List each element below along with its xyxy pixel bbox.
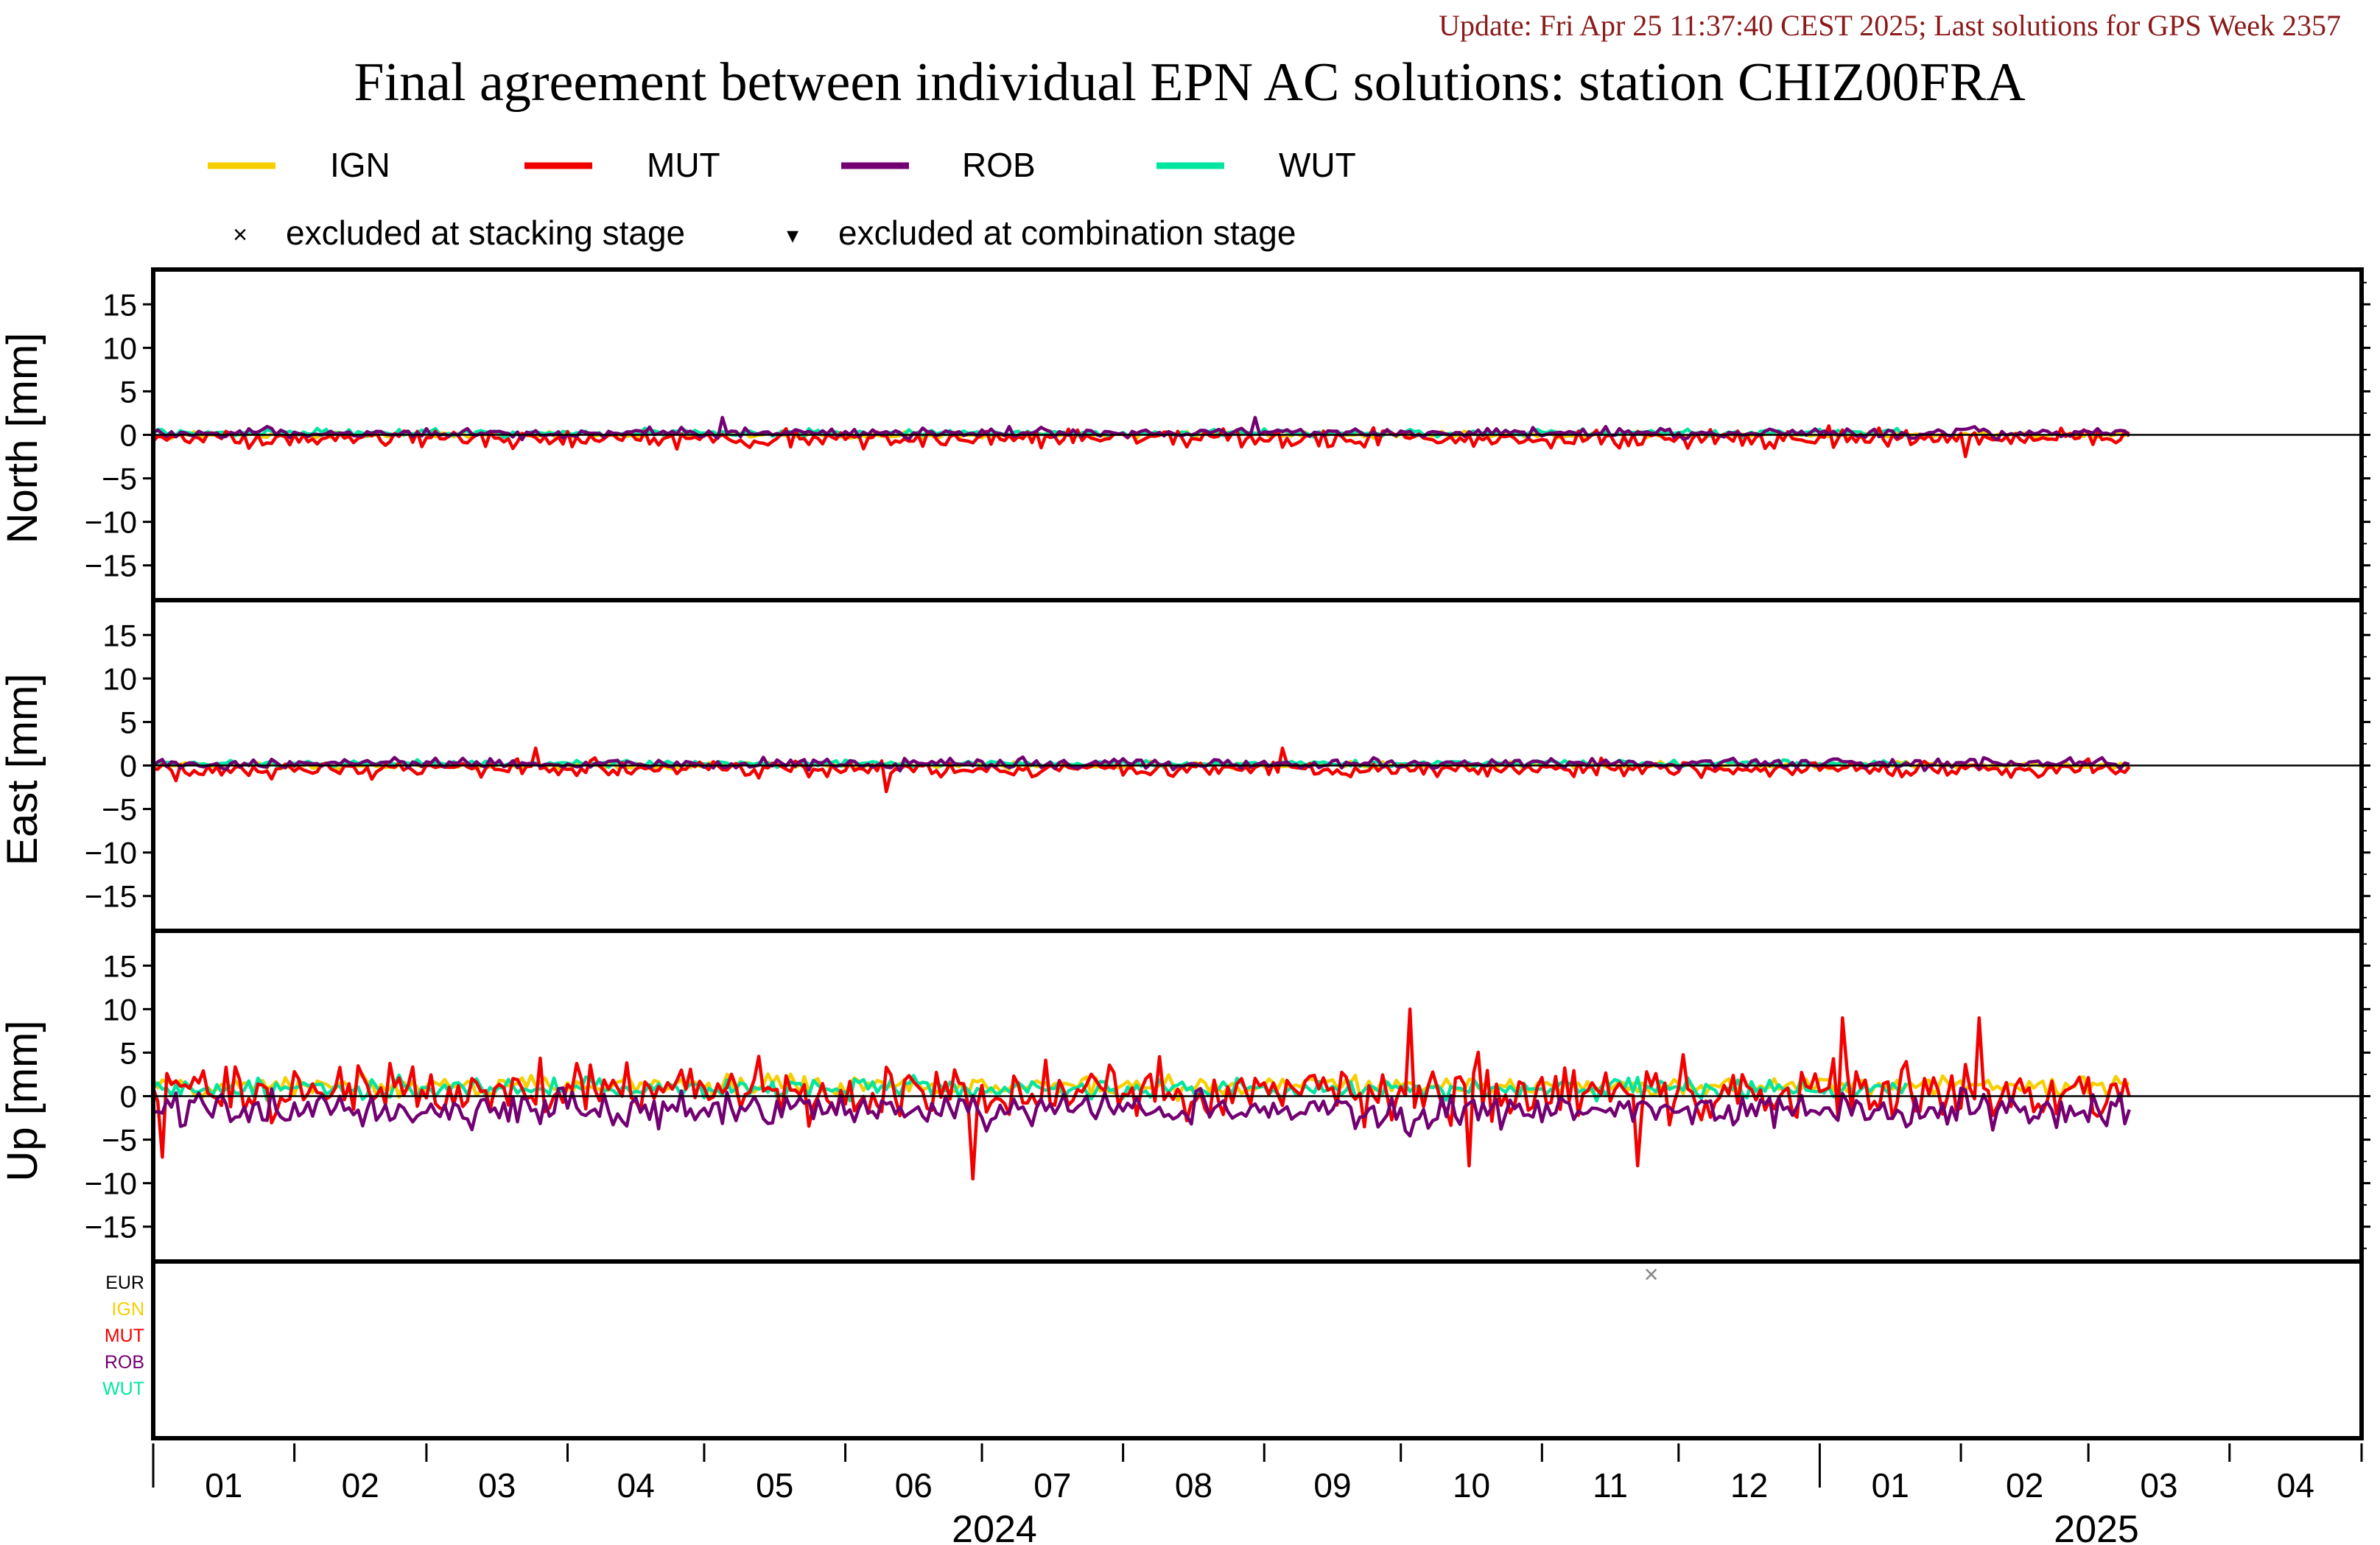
month-label: 04 (617, 1466, 655, 1504)
north-y-tick-label: −15 (85, 549, 137, 583)
north-y-tick-label: 15 (102, 287, 137, 322)
stacking-marker-icon: × (233, 221, 248, 249)
legend-label-rob: ROB (962, 146, 1036, 184)
north-y-tick-label: 5 (120, 374, 137, 409)
north-axis-label: North [mm] (0, 333, 46, 544)
month-label: 05 (756, 1466, 793, 1504)
up-y-tick-label: −10 (85, 1166, 137, 1201)
legend-label-wut: WUT (1279, 146, 1356, 184)
up-series-rob (152, 1086, 2131, 1138)
north-y-tick-label: −10 (85, 505, 137, 540)
month-label: 02 (2006, 1466, 2043, 1504)
month-label: 04 (2277, 1466, 2314, 1504)
east-y-tick-label: −10 (85, 836, 137, 870)
up-y-tick-label: −15 (85, 1210, 137, 1245)
north-panel: North [mm] 15 10 5 0 −5 −10 −15 (0, 267, 2370, 602)
north-y-tick-label: 10 (102, 331, 137, 365)
year-label-2024: 2024 (952, 1508, 1037, 1545)
month-label: 07 (1033, 1466, 1071, 1504)
update-text: Update: Fri Apr 25 11:37:40 CEST 2025; L… (1439, 9, 2341, 42)
up-series-mut (151, 1007, 2131, 1181)
east-axis-label: East [mm] (0, 673, 46, 865)
east-y-tick-label: −5 (102, 792, 137, 827)
month-label: 03 (478, 1466, 516, 1504)
east-series-mut (152, 746, 2131, 794)
exclusion-label-ign: IGN (112, 1299, 144, 1320)
east-y-tick-label: 0 (120, 749, 137, 784)
north-series-rob (152, 415, 2131, 442)
east-y-tick-label: −15 (85, 879, 137, 914)
combination-marker-icon: ▾ (787, 222, 798, 248)
east-y-tick-label: 10 (102, 661, 137, 696)
excluded-mark-icon: × (1644, 1261, 1659, 1289)
legend-label-mut: MUT (647, 146, 720, 184)
month-label: 01 (205, 1466, 242, 1504)
east-panel: East [mm] 15 10 5 0 −5 −10 −15 (0, 598, 2370, 933)
month-label: 09 (1313, 1466, 1351, 1504)
month-label: 06 (895, 1466, 933, 1504)
chart-title: Final agreement between individual EPN A… (354, 52, 2025, 113)
up-y-tick-label: 15 (102, 949, 137, 983)
up-y-tick-label: 0 (120, 1080, 137, 1114)
up-axis-label: Up [mm] (0, 1020, 46, 1181)
month-label: 03 (2140, 1466, 2177, 1504)
up-panel: Up [mm] 15 10 5 0 −5 −10 −15 (0, 929, 2370, 1264)
exclusion-label-mut: MUT (105, 1326, 144, 1346)
stacking-marker-label: excluded at stacking stage (286, 214, 685, 252)
north-series-mut (152, 424, 2130, 459)
up-y-tick-label: 10 (102, 992, 137, 1027)
month-label: 01 (1872, 1466, 1909, 1504)
exclusion-frame (151, 1259, 2364, 1440)
north-y-tick-label: 0 (120, 418, 137, 453)
month-label: 11 (1593, 1466, 1628, 1504)
exclusion-label-rob: ROB (105, 1352, 144, 1373)
month-label: 02 (342, 1466, 379, 1504)
month-label: 10 (1453, 1466, 1490, 1504)
month-label: 08 (1175, 1466, 1212, 1504)
north-y-tick-label: −5 (102, 462, 137, 496)
east-y-tick-label: 5 (120, 705, 137, 739)
combination-marker-label: excluded at combination stage (838, 214, 1296, 252)
legend: IGN MUT ROB WUT × excluded at stacking s… (208, 146, 1356, 252)
year-label-2025: 2025 (2054, 1508, 2139, 1545)
east-y-tick-label: 15 (102, 618, 137, 652)
exclusion-panel: EUR IGN MUT ROB WUT × (102, 1259, 2364, 1440)
exclusion-label-wut: WUT (102, 1379, 144, 1399)
up-y-tick-label: −5 (102, 1123, 137, 1158)
up-y-tick-label: 5 (120, 1035, 137, 1070)
up-series-wut (152, 1073, 1908, 1103)
exclusion-label-eur: EUR (105, 1273, 144, 1293)
month-label: 12 (1730, 1466, 1768, 1504)
legend-label-ign: IGN (330, 146, 390, 184)
time-axis: 2024 2025 01 02 03 04 05 06 07 08 09 10 11 12 01 02 03… (152, 1443, 2363, 1545)
